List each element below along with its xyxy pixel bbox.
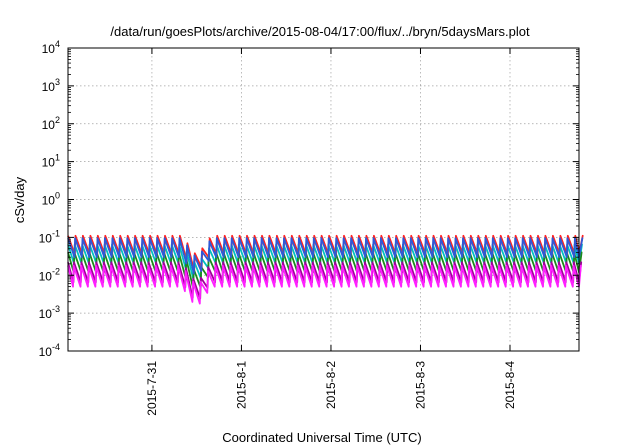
y-tick-label: 10-2 <box>39 266 60 283</box>
y-tick-label: 104 <box>42 39 60 56</box>
y-tick-label: 100 <box>42 191 60 208</box>
y-tick-label: 102 <box>42 115 60 132</box>
y-tick-label: 10-1 <box>39 228 60 245</box>
x-tick-label: 2015-8-3 <box>413 361 427 409</box>
grid <box>68 48 579 351</box>
x-tick-label: 2015-7-31 <box>145 361 159 416</box>
y-axis-label: cSv/day <box>12 176 27 223</box>
y-tick-label: 10-3 <box>39 304 60 321</box>
y-tick-label: 101 <box>42 153 60 170</box>
y-tick-label: 103 <box>42 77 60 94</box>
x-axis: 2015-7-31 2015-8-1 2015-8-2 2015-8-3 2015-8-… <box>145 48 517 416</box>
series-line <box>67 264 582 305</box>
y-axis: 10-4 10-3 10-2 10-1 100 101 102 103 104 <box>39 39 579 359</box>
x-tick-label: 2015-8-4 <box>503 361 517 409</box>
x-axis-label: Coordinated Universal Time (UTC) <box>222 430 421 445</box>
x-tick-label: 2015-8-1 <box>234 361 248 409</box>
series-group <box>67 234 584 305</box>
chart-title: /data/run/goesPlots/archive/2015-08-04/1… <box>110 24 530 39</box>
series-line <box>67 237 584 275</box>
y-tick-label: 10-4 <box>39 342 60 359</box>
x-tick-label: 2015-8-2 <box>324 361 338 409</box>
